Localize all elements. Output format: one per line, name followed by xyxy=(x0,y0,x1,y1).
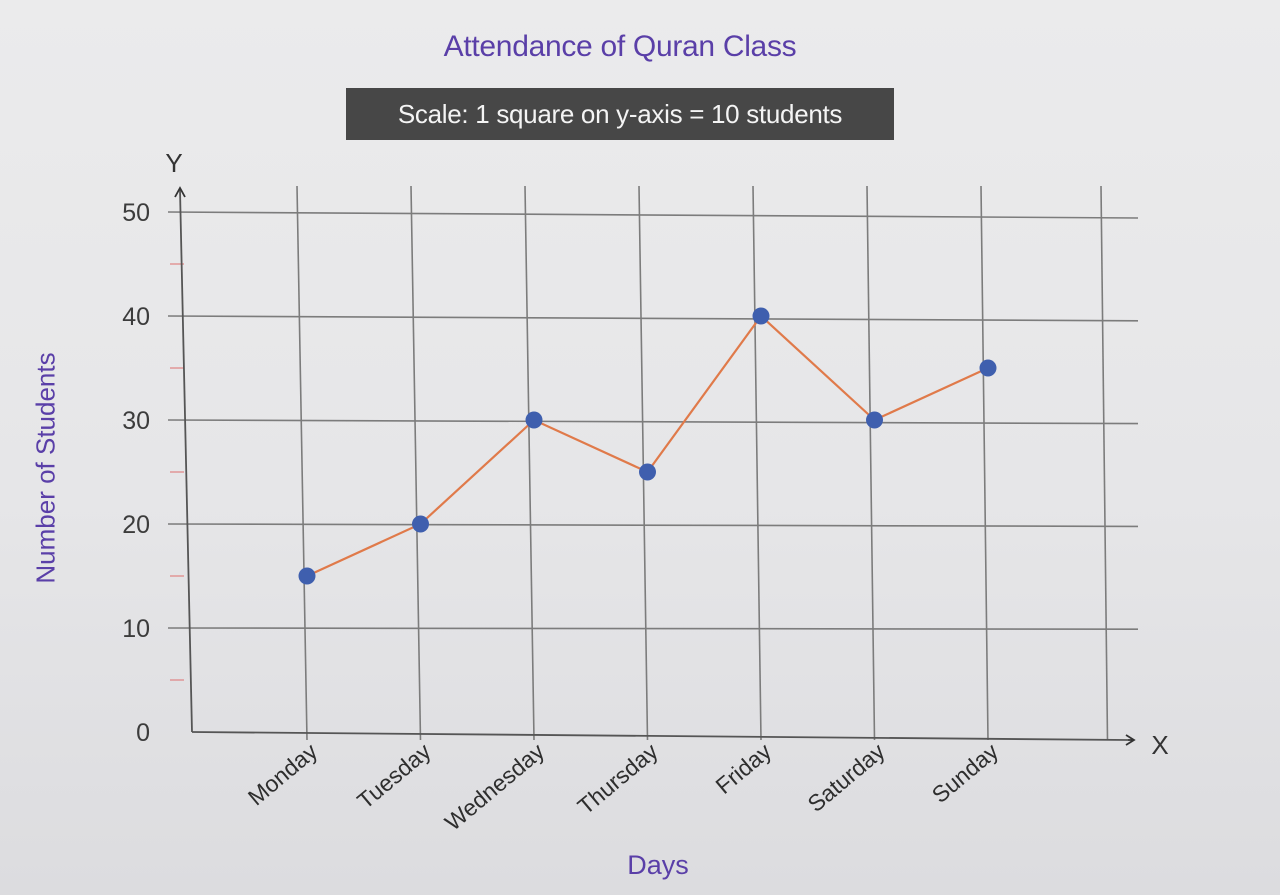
x-axis-arrow xyxy=(1125,734,1136,746)
x-category-label: Saturday xyxy=(802,738,890,817)
grid-line-h xyxy=(167,211,1139,219)
y-tick-label: 0 xyxy=(136,719,150,747)
y-tick-label: 50 xyxy=(122,199,150,227)
data-point xyxy=(979,359,997,377)
y-tick-label: 30 xyxy=(122,407,150,435)
y-axis xyxy=(179,189,193,733)
grid xyxy=(167,185,1139,741)
grid-line-v xyxy=(524,185,535,741)
series-line xyxy=(306,314,989,578)
y-tick-labels: 0 10 20 30 40 50 xyxy=(122,199,150,747)
chart-subtitle: Scale: 1 square on y-axis = 10 students xyxy=(346,88,894,140)
data-point xyxy=(866,411,883,429)
x-category-label: Monday xyxy=(243,738,323,811)
grid-line-v xyxy=(866,185,876,741)
grid-line-v xyxy=(980,185,989,741)
x-axis-letter: X xyxy=(1151,730,1168,760)
grid-line-v xyxy=(410,185,422,741)
data-point xyxy=(525,411,543,429)
grid-line-h xyxy=(167,523,1139,528)
axes: YX xyxy=(165,148,1168,760)
x-category-label: Tuesday xyxy=(352,738,436,814)
grid-line-v xyxy=(1100,185,1109,741)
x-category-label: Sunday xyxy=(927,738,1004,808)
y-axis-arrow xyxy=(174,186,186,198)
y-tick-label: 40 xyxy=(122,303,150,331)
series-attendance xyxy=(298,307,997,585)
x-axis xyxy=(191,731,1129,741)
y-axis-letter: Y xyxy=(165,148,182,178)
grid-line-v xyxy=(752,185,762,741)
x-category-label: Wednesday xyxy=(440,738,550,836)
chart-title: Attendance of Quran Class xyxy=(443,30,797,63)
data-point xyxy=(412,515,429,533)
data-point xyxy=(752,307,770,325)
x-category-labels: Monday Tuesday Wednesday Thursday Friday Satu… xyxy=(243,738,1004,836)
grid-line-h xyxy=(167,419,1139,425)
grid-line-v xyxy=(638,185,649,741)
x-axis-label: Days xyxy=(627,850,689,880)
grid-line-h xyxy=(167,315,1139,322)
data-point xyxy=(298,567,316,585)
grid-line-v xyxy=(296,185,308,741)
grid-line-h xyxy=(167,627,1139,631)
y-tick-label: 10 xyxy=(122,615,150,643)
x-category-label: Thursday xyxy=(573,738,664,820)
x-category-label: Friday xyxy=(711,738,777,799)
y-tick-label: 20 xyxy=(122,511,150,539)
data-point xyxy=(639,463,656,481)
